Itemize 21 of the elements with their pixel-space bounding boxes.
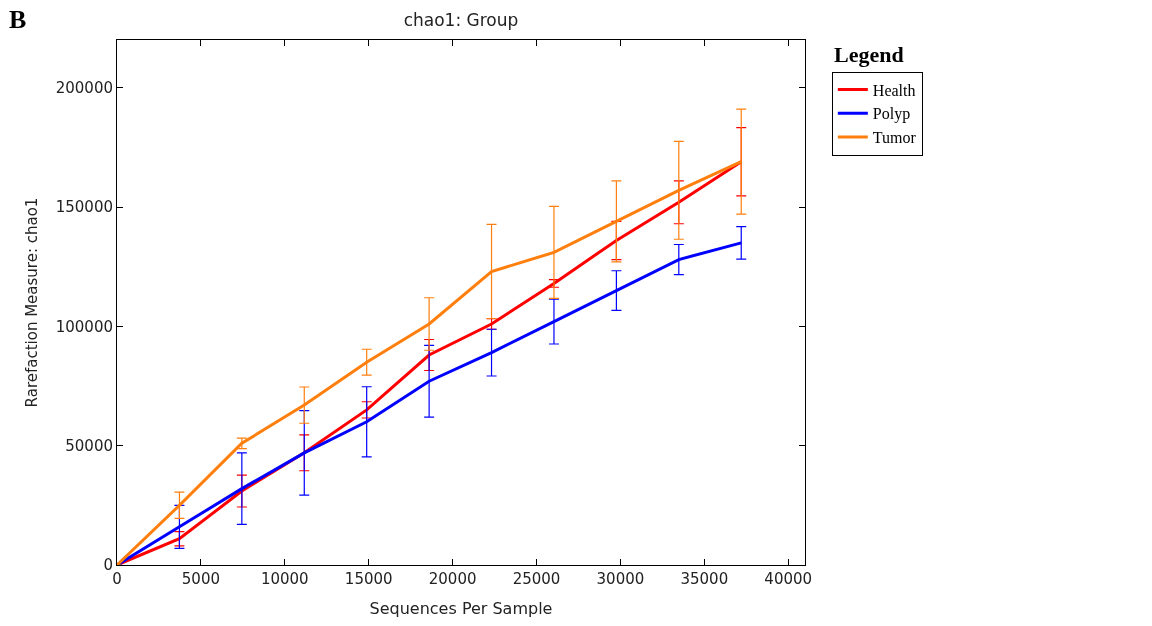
legend-label: Polyp — [872, 105, 911, 124]
x-tick-label: 20000 — [428, 570, 477, 588]
x-axis-title: Sequences Per Sample — [369, 598, 553, 618]
y-tick-label: 150000 — [55, 198, 113, 217]
x-tick-label: 30000 — [596, 570, 645, 588]
y-tick-label: 200000 — [55, 78, 113, 97]
y-axis-title: Rarefaction Measure: chao1 — [22, 197, 41, 408]
x-tick-label: 40000 — [764, 570, 813, 588]
legend-title: Legend — [834, 42, 904, 67]
x-tick-label: 5000 — [181, 570, 220, 588]
y-tick-label: 100000 — [55, 317, 113, 336]
text: B — [9, 5, 27, 34]
x-tick-label: 15000 — [344, 570, 393, 588]
x-tick-label: 10000 — [260, 570, 309, 588]
x-tick-label: 25000 — [512, 570, 561, 588]
legend-label: Tumor — [872, 129, 917, 147]
chart-title: chao1: Group — [403, 10, 519, 30]
y-tick-label: 50000 — [65, 436, 113, 455]
legend-label: Health — [872, 81, 916, 99]
x-tick-label: 35000 — [680, 570, 729, 588]
y-tick-label: 0 — [103, 556, 113, 575]
